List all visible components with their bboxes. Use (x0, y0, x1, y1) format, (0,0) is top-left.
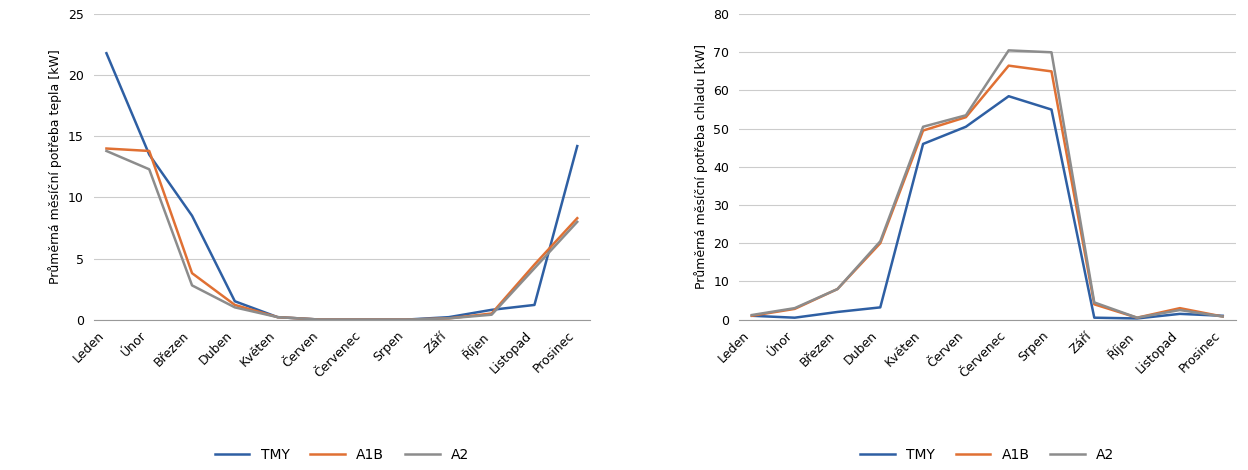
A1B (398, 317, 413, 322)
A1B (916, 128, 931, 133)
Line: TMY: TMY (751, 96, 1223, 319)
A2 (1087, 299, 1102, 305)
A1B (1216, 314, 1231, 320)
A2 (1001, 47, 1016, 53)
Y-axis label: Průměrná měsíční potřeba chladu [kW]: Průměrná měsíční potřeba chladu [kW] (694, 44, 708, 290)
TMY (270, 314, 285, 320)
A2 (356, 317, 371, 322)
A1B (787, 306, 802, 312)
A2 (185, 282, 200, 288)
A1B (872, 240, 887, 246)
Y-axis label: Průměrná měsíční potřeba tepla [kW]: Průměrná měsíční potřeba tepla [kW] (49, 49, 62, 284)
TMY (916, 141, 931, 147)
A1B (958, 114, 973, 120)
A2 (830, 286, 845, 292)
TMY (227, 298, 242, 304)
A1B (313, 317, 328, 322)
A2 (787, 306, 802, 311)
A2 (270, 314, 285, 320)
A1B (270, 314, 285, 320)
A1B (1172, 306, 1187, 311)
A2 (958, 112, 973, 118)
Line: A2: A2 (751, 50, 1223, 318)
A1B (1087, 302, 1102, 307)
TMY (185, 213, 200, 219)
TMY (1129, 316, 1144, 321)
A1B (1129, 315, 1144, 321)
TMY (484, 307, 499, 313)
A1B (356, 317, 371, 322)
TMY (142, 152, 157, 157)
A2 (313, 317, 328, 322)
TMY (313, 317, 328, 322)
TMY (1216, 313, 1231, 319)
Legend: TMY, A1B, A2: TMY, A1B, A2 (855, 443, 1119, 468)
A1B (99, 146, 114, 151)
A1B (1045, 69, 1060, 74)
A1B (442, 315, 457, 321)
Line: A2: A2 (106, 151, 578, 320)
Line: A1B: A1B (751, 66, 1223, 318)
A2 (1129, 315, 1144, 321)
TMY (787, 315, 802, 321)
A1B (1001, 63, 1016, 69)
A2 (527, 266, 542, 271)
Line: A1B: A1B (106, 149, 578, 320)
TMY (744, 313, 759, 319)
TMY (958, 124, 973, 130)
TMY (1172, 311, 1187, 317)
TMY (527, 302, 542, 308)
A2 (398, 317, 413, 322)
A2 (227, 305, 242, 310)
A1B (142, 148, 157, 154)
TMY (872, 305, 887, 310)
A1B (227, 302, 242, 308)
TMY (830, 309, 845, 315)
TMY (99, 50, 114, 56)
A2 (142, 166, 157, 172)
A1B (484, 311, 499, 316)
A1B (570, 215, 585, 221)
A1B (527, 262, 542, 267)
TMY (1001, 94, 1016, 99)
A2 (99, 148, 114, 154)
Legend: TMY, A1B, A2: TMY, A1B, A2 (210, 443, 474, 468)
TMY (1045, 107, 1060, 112)
A2 (484, 312, 499, 318)
TMY (1087, 315, 1102, 321)
Line: TMY: TMY (106, 53, 578, 320)
A2 (1045, 49, 1060, 55)
A2 (872, 238, 887, 244)
TMY (398, 317, 413, 322)
A2 (744, 312, 759, 318)
TMY (356, 317, 371, 322)
A2 (442, 315, 457, 321)
TMY (442, 314, 457, 320)
TMY (570, 143, 585, 149)
A1B (744, 313, 759, 319)
A1B (185, 270, 200, 276)
A2 (1172, 307, 1187, 313)
A2 (1216, 314, 1231, 320)
A2 (570, 219, 585, 225)
A1B (830, 286, 845, 292)
A2 (916, 124, 931, 130)
